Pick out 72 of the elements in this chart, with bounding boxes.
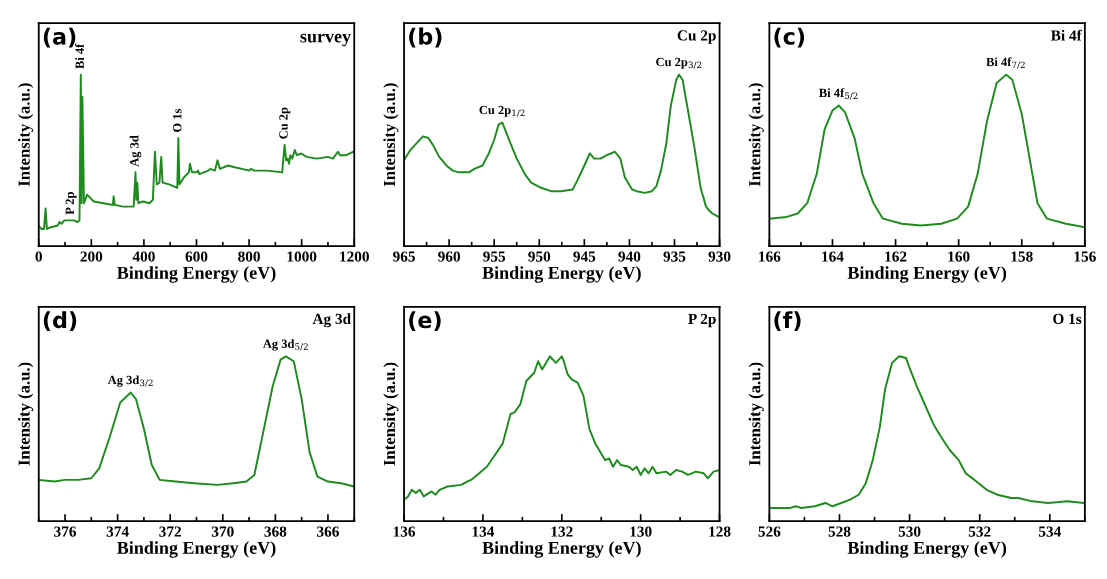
x-axis-title: Binding Energy (eV) [847, 541, 1007, 558]
x-tick-label: 128 [709, 526, 731, 537]
x-tick-label: 136 [393, 526, 416, 537]
chart-title: survey [300, 33, 351, 47]
x-tick-label: 965 [393, 251, 415, 262]
chart-title: O 1s [1053, 313, 1082, 325]
y-axis-title: Intensity (a.u.) [748, 362, 764, 466]
annotation: Cu 2p [279, 107, 291, 139]
annotation: Bi 4f$_{7/2}$ [986, 57, 1025, 69]
x-axis-title: Binding Energy (eV) [117, 266, 276, 283]
x-tick-label: 526 [758, 526, 781, 537]
text: (b) [409, 27, 442, 48]
x-tick-label: 800 [238, 251, 260, 262]
annotation: O 1s [173, 108, 182, 132]
y-axis-title: Intensity (a.u.) [383, 362, 399, 466]
x-tick-label: 600 [185, 251, 208, 262]
x-tick-label: 366 [317, 526, 339, 537]
text: (c) [774, 27, 805, 48]
x-axis-title: Binding Energy (eV) [482, 541, 641, 558]
x-tick-label: 528 [828, 526, 851, 537]
x-tick-label: 960 [438, 251, 460, 262]
x-tick-label: 132 [551, 526, 573, 537]
x-tick-label: 532 [968, 526, 991, 537]
x-tick-label: 158 [1011, 251, 1033, 262]
y-axis-title: Intensity (a.u.) [748, 83, 764, 187]
x-tick-label: 166 [759, 251, 781, 262]
x-tick-label: 1000 [287, 251, 317, 262]
text: (d) [43, 311, 77, 331]
chart-title: Cu 2p [677, 30, 716, 44]
annotation: Ag 3d$_{3/2}$ [107, 375, 153, 387]
x-tick-label: 940 [618, 251, 641, 262]
x-tick-label: 530 [898, 526, 921, 537]
x-tick-label: 160 [948, 251, 970, 262]
x-tick-label: 930 [708, 251, 731, 262]
x-tick-label: 370 [211, 526, 234, 537]
annotation: P 2p [65, 192, 77, 215]
text: (a) [43, 27, 76, 48]
x-tick-label: 156 [1074, 251, 1096, 262]
y-axis-title: Intensity (a.u.) [383, 83, 399, 187]
x-tick-label: 1200 [340, 251, 369, 262]
chart-title: Bi 4f [1050, 29, 1082, 41]
x-axis-title: Binding Energy (eV) [847, 266, 1007, 283]
x-tick-label: 374 [106, 526, 129, 537]
x-tick-label: 372 [159, 526, 181, 537]
x-tick-label: 950 [528, 251, 551, 262]
annotation: Ag 3d [129, 135, 142, 167]
x-tick-label: 400 [132, 251, 155, 262]
x-tick-label: 368 [264, 526, 287, 537]
x-tick-label: 164 [822, 251, 844, 262]
x-tick-label: 162 [885, 251, 907, 262]
chart-title: P 2p [688, 313, 716, 328]
x-tick-label: 534 [1038, 526, 1061, 537]
x-tick-label: 945 [573, 251, 596, 262]
annotation: Ag 3d$_{5/2}$ [262, 339, 308, 351]
text: (e) [409, 311, 441, 331]
x-tick-label: 0 [35, 251, 42, 262]
x-tick-label: 134 [472, 526, 495, 537]
annotation: Bi 4f$_{5/2}$ [819, 88, 858, 100]
x-tick-label: 130 [630, 526, 652, 537]
x-axis-title: Binding Energy (eV) [482, 266, 641, 283]
y-axis-title: Intensity (a.u.) [18, 362, 34, 466]
x-tick-label: 200 [80, 251, 103, 262]
annotation: Cu 2p$_{1/2}$ [479, 105, 525, 117]
text: (f) [774, 311, 801, 331]
x-tick-label: 935 [663, 251, 686, 262]
chart-title: Ag 3d [312, 313, 351, 328]
x-tick-label: 955 [483, 251, 506, 262]
y-axis-title: Intensity (a.u.) [18, 83, 34, 187]
x-tick-label: 376 [54, 526, 77, 537]
x-axis-title: Binding Energy (eV) [117, 541, 276, 558]
annotation: Cu 2p$_{3/2}$ [656, 57, 702, 69]
annotation: Bi 4f [75, 43, 84, 69]
